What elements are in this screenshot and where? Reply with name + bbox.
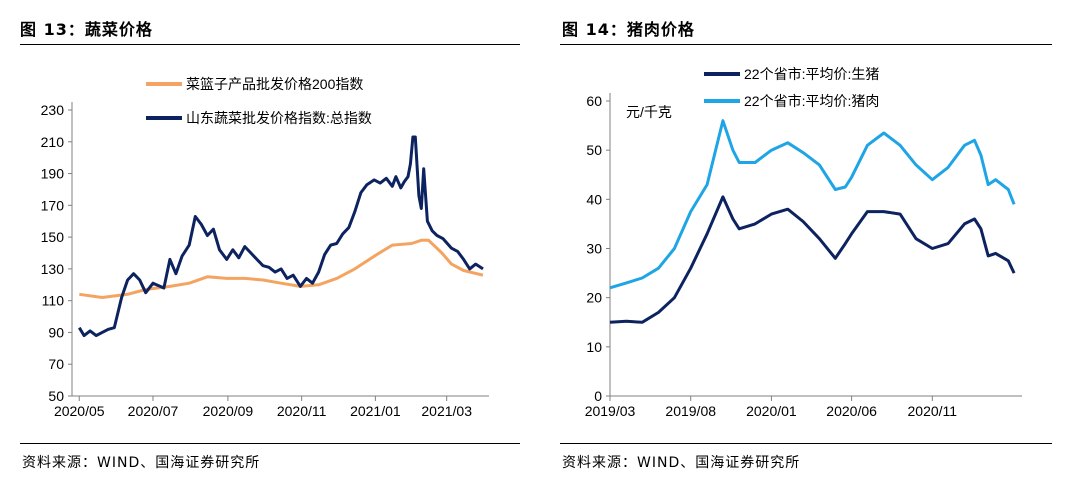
legend-label-2: 山东蔬菜批发价格指数:总指数 [186,110,372,126]
x-tick-label: 2020/05 [54,403,105,419]
x-tick-label: 2021/01 [350,403,401,419]
x-tick-label: 2020/07 [128,403,179,419]
y-tick-label: 110 [42,293,65,309]
x-tick-label: 2020/11 [277,403,327,419]
x-tick-label: 2020/06 [826,403,877,419]
y-tick-label: 60 [586,93,602,109]
y-tick-label: 0 [594,388,602,404]
x-tick-label: 2019/08 [665,403,716,419]
y-tick-label: 50 [48,388,64,404]
left-source-note: 资料来源：WIND、国海证券研究所 [22,455,261,471]
y-tick-label: 50 [586,142,602,158]
y-axis-unit-label: 元/千克 [626,104,672,120]
x-tick-label: 2021/03 [421,403,472,419]
y-tick-label: 20 [586,290,602,306]
x-tick-label: 2020/11 [908,403,958,419]
y-tick-label: 170 [41,197,65,213]
series-line-2 [609,119,1016,290]
right-title-rule [560,44,1052,45]
series-line-1 [609,195,1016,324]
y-tick-label: 150 [41,229,65,245]
legend-label-2: 22个省市:平均价:猪肉 [744,93,879,109]
right-source-note: 资料来源：WIND、国海证券研究所 [562,455,801,471]
x-tick-label: 2020/09 [203,403,254,419]
legend-label-1: 菜篮子产品批发价格200指数 [186,76,363,92]
x-tick-label: 2020/01 [746,403,797,419]
series-line-2 [78,135,484,338]
y-tick-label: 90 [48,324,64,340]
y-tick-label: 70 [48,356,64,372]
left-source-rule [20,443,520,444]
y-tick-label: 230 [41,102,65,118]
series-line-1 [79,238,484,299]
y-tick-label: 40 [586,191,602,207]
left-figure-title: 图 13：蔬菜价格 [20,20,153,39]
y-tick-label: 130 [41,261,65,277]
y-tick-label: 10 [586,339,602,355]
right-source-rule [560,443,1052,444]
y-tick-label: 190 [41,166,65,182]
left-title-rule [20,44,520,45]
x-tick-label: 2019/03 [585,403,636,419]
y-tick-label: 30 [586,241,602,257]
legend-label-1: 22个省市:平均价:生猪 [744,66,879,82]
right-figure-title: 图 14：猪肉价格 [562,20,695,39]
y-tick-label: 210 [41,134,65,150]
